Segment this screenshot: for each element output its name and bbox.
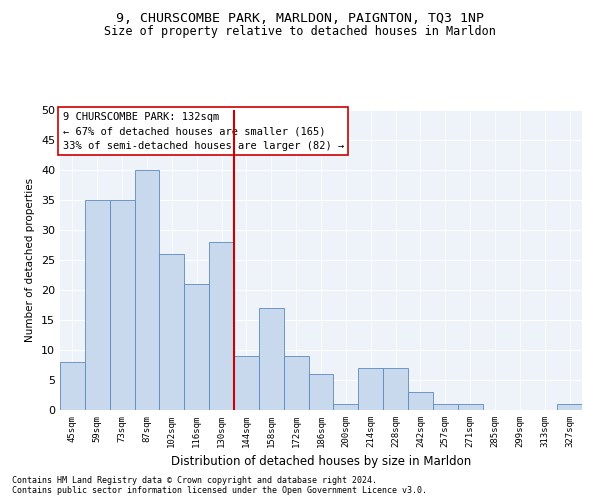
Text: 9 CHURSCOMBE PARK: 132sqm
← 67% of detached houses are smaller (165)
33% of semi: 9 CHURSCOMBE PARK: 132sqm ← 67% of detac…: [62, 112, 344, 151]
Bar: [259, 308, 284, 410]
Y-axis label: Number of detached properties: Number of detached properties: [25, 178, 35, 342]
Bar: [184, 284, 209, 410]
Bar: [284, 356, 308, 410]
Bar: [110, 200, 134, 410]
Bar: [458, 404, 482, 410]
Text: Contains HM Land Registry data © Crown copyright and database right 2024.: Contains HM Land Registry data © Crown c…: [12, 476, 377, 485]
Bar: [85, 200, 110, 410]
Bar: [433, 404, 458, 410]
Bar: [134, 170, 160, 410]
Bar: [383, 368, 408, 410]
Bar: [308, 374, 334, 410]
Bar: [209, 242, 234, 410]
Bar: [234, 356, 259, 410]
Bar: [160, 254, 184, 410]
Text: 9, CHURSCOMBE PARK, MARLDON, PAIGNTON, TQ3 1NP: 9, CHURSCOMBE PARK, MARLDON, PAIGNTON, T…: [116, 12, 484, 26]
Bar: [557, 404, 582, 410]
Text: Contains public sector information licensed under the Open Government Licence v3: Contains public sector information licen…: [12, 486, 427, 495]
Bar: [358, 368, 383, 410]
Bar: [408, 392, 433, 410]
X-axis label: Distribution of detached houses by size in Marldon: Distribution of detached houses by size …: [171, 456, 471, 468]
Bar: [60, 362, 85, 410]
Text: Size of property relative to detached houses in Marldon: Size of property relative to detached ho…: [104, 25, 496, 38]
Bar: [334, 404, 358, 410]
